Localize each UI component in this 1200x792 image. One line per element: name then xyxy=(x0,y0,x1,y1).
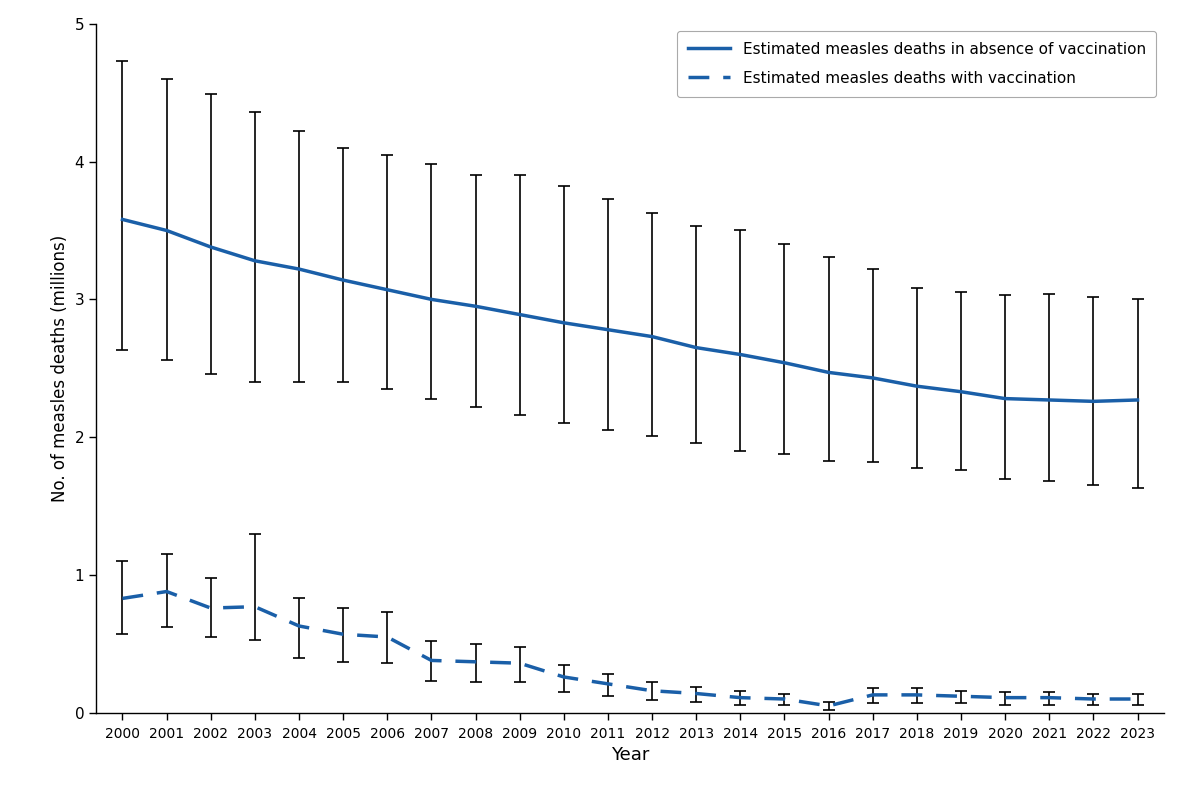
Estimated measles deaths in absence of vaccination xyxy=(292,265,306,274)
Line: Estimated measles deaths in absence of vaccination: Estimated measles deaths in absence of v… xyxy=(122,219,1138,402)
Estimated measles deaths in absence of vaccination xyxy=(733,350,748,360)
Estimated measles deaths in absence of vaccination xyxy=(954,387,968,397)
Estimated measles deaths with vaccination xyxy=(115,594,130,604)
Estimated measles deaths in absence of vaccination xyxy=(1042,395,1056,405)
Estimated measles deaths with vaccination xyxy=(1086,695,1100,704)
Estimated measles deaths in absence of vaccination xyxy=(601,325,616,334)
Line: Estimated measles deaths with vaccination: Estimated measles deaths with vaccinatio… xyxy=(122,592,1138,706)
Estimated measles deaths in absence of vaccination xyxy=(644,332,659,341)
Estimated measles deaths with vaccination xyxy=(160,587,174,596)
Estimated measles deaths with vaccination xyxy=(468,657,482,667)
Estimated measles deaths in absence of vaccination xyxy=(204,242,218,252)
Estimated measles deaths with vaccination xyxy=(1042,693,1056,703)
Estimated measles deaths in absence of vaccination xyxy=(115,215,130,224)
Estimated measles deaths in absence of vaccination xyxy=(998,394,1013,403)
Estimated measles deaths in absence of vaccination xyxy=(821,367,835,377)
Estimated measles deaths with vaccination xyxy=(204,604,218,613)
Estimated measles deaths in absence of vaccination xyxy=(689,343,703,352)
Estimated measles deaths with vaccination xyxy=(601,679,616,688)
Estimated measles deaths with vaccination xyxy=(954,691,968,701)
Estimated measles deaths in absence of vaccination xyxy=(1130,395,1145,405)
Estimated measles deaths with vaccination xyxy=(336,630,350,639)
Estimated measles deaths with vaccination xyxy=(910,690,924,699)
Legend: Estimated measles deaths in absence of vaccination, Estimated measles deaths wit: Estimated measles deaths in absence of v… xyxy=(677,32,1157,97)
Estimated measles deaths in absence of vaccination xyxy=(557,318,571,328)
Estimated measles deaths in absence of vaccination xyxy=(380,285,395,295)
Estimated measles deaths in absence of vaccination xyxy=(336,276,350,285)
Estimated measles deaths in absence of vaccination xyxy=(425,295,439,304)
Estimated measles deaths with vaccination xyxy=(247,602,262,611)
Estimated measles deaths with vaccination xyxy=(1130,695,1145,704)
Estimated measles deaths in absence of vaccination xyxy=(468,302,482,311)
Estimated measles deaths with vaccination xyxy=(512,658,527,668)
Estimated measles deaths in absence of vaccination xyxy=(1086,397,1100,406)
Estimated measles deaths in absence of vaccination xyxy=(865,373,880,383)
Estimated measles deaths with vaccination xyxy=(865,690,880,699)
Estimated measles deaths with vaccination xyxy=(292,621,306,630)
Estimated measles deaths in absence of vaccination xyxy=(512,310,527,319)
Estimated measles deaths with vaccination xyxy=(644,686,659,695)
Estimated measles deaths with vaccination xyxy=(557,672,571,682)
Estimated measles deaths in absence of vaccination xyxy=(160,226,174,235)
Estimated measles deaths with vaccination xyxy=(778,695,792,704)
Estimated measles deaths with vaccination xyxy=(380,632,395,642)
X-axis label: Year: Year xyxy=(611,746,649,764)
Estimated measles deaths with vaccination xyxy=(425,656,439,665)
Estimated measles deaths with vaccination xyxy=(821,701,835,710)
Y-axis label: No. of measles deaths (millions): No. of measles deaths (millions) xyxy=(50,234,68,502)
Estimated measles deaths with vaccination xyxy=(689,689,703,699)
Estimated measles deaths in absence of vaccination xyxy=(247,256,262,265)
Estimated measles deaths in absence of vaccination xyxy=(778,358,792,367)
Estimated measles deaths in absence of vaccination xyxy=(910,382,924,391)
Estimated measles deaths with vaccination xyxy=(998,693,1013,703)
Estimated measles deaths with vaccination xyxy=(733,693,748,703)
